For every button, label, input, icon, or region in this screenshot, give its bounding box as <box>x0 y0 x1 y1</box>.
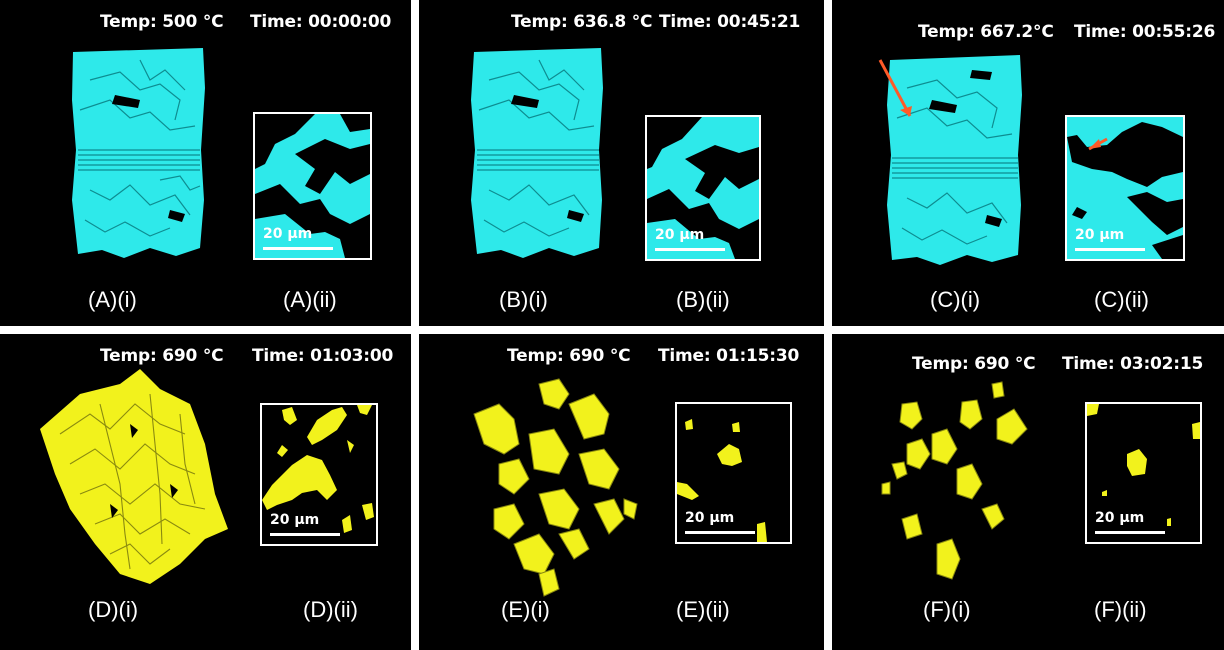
inset-pore-map <box>677 419 767 542</box>
scale-bar <box>1075 248 1145 251</box>
temperature-readout: Temp: 690 °C <box>912 354 1036 374</box>
scale-label: 20 µm <box>263 226 313 242</box>
inset-cross-section: 20 µm <box>260 403 378 546</box>
label-inset: (E)(ii) <box>676 597 730 622</box>
label-main: (B)(i) <box>499 287 548 312</box>
label-inset: (D)(ii) <box>303 597 358 622</box>
label-inset: (A)(ii) <box>283 287 337 312</box>
label-main: (A)(i) <box>88 287 137 312</box>
temperature-readout: Temp: 690 °C <box>100 346 224 366</box>
time-readout: Time: 00:00:00 <box>250 12 392 32</box>
temperature-readout: Temp: 500 °C <box>100 12 224 32</box>
panel-e: Temp: 690 °C Time: 01:15:30 20 µm <box>419 334 824 650</box>
scale-bar <box>685 531 755 534</box>
scale-bar <box>1095 531 1165 534</box>
inset-pore-map <box>255 114 370 258</box>
inset-cross-section: 20 µm <box>645 115 761 261</box>
inset-cross-section: 20 µm <box>1065 115 1185 261</box>
time-readout: Time: 00:45:21 <box>659 12 801 32</box>
cyan-3d-volume <box>72 48 205 258</box>
inset-cross-section: 20 µm <box>1085 402 1202 544</box>
scale-label: 20 µm <box>1075 227 1125 243</box>
panel-b: Temp: 636.8 °C Time: 00:45:21 20 µm (B)(… <box>419 0 824 326</box>
inset-cross-section: 20 µm <box>253 112 372 260</box>
panel-a: Temp: 500 °C Time: 00:00:00 20 µm (A)(i)… <box>0 0 411 326</box>
inset-pore-map <box>647 117 759 259</box>
label-inset: (B)(ii) <box>676 287 730 312</box>
scale-bar <box>270 533 340 536</box>
label-inset: (C)(ii) <box>1094 287 1149 312</box>
temperature-readout: Temp: 667.2°C <box>918 22 1054 42</box>
label-inset: (F)(ii) <box>1094 597 1147 622</box>
time-readout: Time: 01:15:30 <box>658 346 800 366</box>
label-main: (F)(i) <box>923 597 971 622</box>
yellow-3d-volume <box>473 378 638 597</box>
cyan-3d-volume <box>471 48 603 258</box>
cyan-3d-volume <box>878 55 1022 265</box>
temperature-readout: Temp: 690 °C <box>507 346 631 366</box>
time-readout: Time: 03:02:15 <box>1062 354 1204 374</box>
panel-c: Temp: 667.2°C Time: 00:55:26 20 µm <box>832 0 1224 326</box>
scale-label: 20 µm <box>655 227 705 243</box>
scale-label: 20 µm <box>685 510 735 526</box>
yellow-3d-volume <box>40 369 228 584</box>
scale-bar <box>263 247 333 250</box>
panel-f: Temp: 690 °C Time: 03:02:15 20 µm (F <box>832 334 1224 650</box>
inset-pore-map <box>262 405 374 533</box>
scale-label: 20 µm <box>1095 510 1145 526</box>
time-readout: Time: 00:55:26 <box>1074 22 1216 42</box>
label-main: (C)(i) <box>930 287 981 312</box>
scale-label: 20 µm <box>270 512 320 528</box>
scale-bar <box>655 248 725 251</box>
arrow-marker <box>878 59 912 117</box>
panel-d: Temp: 690 °C Time: 01:03:00 <box>0 334 411 650</box>
label-main: (D)(i) <box>88 597 139 622</box>
time-readout: Time: 01:03:00 <box>252 346 394 366</box>
temperature-readout: Temp: 636.8 °C <box>511 12 653 32</box>
label-main: (E)(i) <box>501 597 550 622</box>
yellow-3d-volume <box>881 381 1028 580</box>
inset-pore-map <box>1067 122 1183 259</box>
inset-pore-map <box>1087 404 1200 526</box>
inset-cross-section: 20 µm <box>675 402 792 544</box>
